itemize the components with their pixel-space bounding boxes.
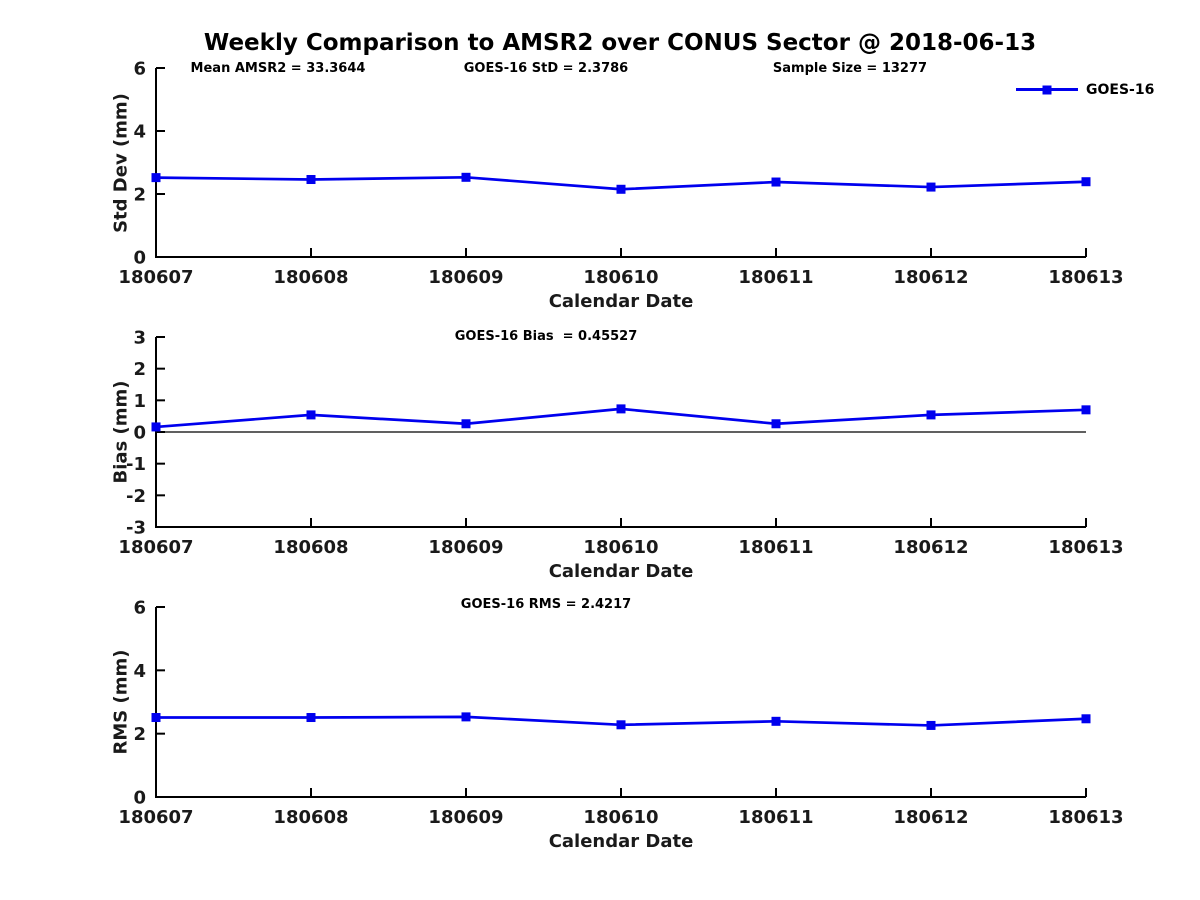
data-point-marker xyxy=(151,713,161,723)
y-tick-label: 4 xyxy=(133,661,146,682)
legend: GOES-16 xyxy=(1016,81,1155,98)
data-point-marker xyxy=(771,716,781,726)
x-axis-label: Calendar Date xyxy=(548,831,694,852)
y-tick-label: 1 xyxy=(133,391,146,412)
y-tick-label: 6 xyxy=(133,59,146,80)
data-point-marker xyxy=(306,410,316,420)
x-tick-label: 180607 xyxy=(118,807,193,828)
annotation-sample-size: Sample Size = 13277 xyxy=(772,61,928,76)
x-tick-label: 180607 xyxy=(118,537,193,558)
data-point-marker xyxy=(151,422,161,432)
x-tick-label: 180612 xyxy=(893,807,968,828)
x-tick-label: 180609 xyxy=(428,807,503,828)
data-point-marker xyxy=(461,172,471,182)
legend-line-sample xyxy=(1016,85,1078,94)
x-tick-label: 180613 xyxy=(1048,537,1123,558)
annotation-goes16-bias: GOES-16 Bias = 0.45527 xyxy=(454,329,638,344)
x-tick-label: 180610 xyxy=(583,807,658,828)
x-tick-label: 180609 xyxy=(428,537,503,558)
x-tick-label: 180611 xyxy=(738,807,813,828)
x-tick-label: 180613 xyxy=(1048,267,1123,288)
y-tick-label: -1 xyxy=(126,454,146,475)
x-tick-label: 180612 xyxy=(893,537,968,558)
x-tick-label: 180611 xyxy=(738,537,813,558)
y-tick-label: 2 xyxy=(133,724,146,745)
data-point-marker xyxy=(926,182,936,192)
data-point-marker xyxy=(461,712,471,722)
y-axis-label: Bias (mm) xyxy=(110,380,132,484)
x-tick-label: 180608 xyxy=(273,807,348,828)
page-title: Weekly Comparison to AMSR2 over CONUS Se… xyxy=(203,30,1037,56)
x-tick-label: 180610 xyxy=(583,537,658,558)
data-point-marker xyxy=(1081,405,1091,415)
annotation-mean-amsr2: Mean AMSR2 = 33.3644 xyxy=(190,61,366,76)
y-tick-label: 3 xyxy=(133,328,146,349)
y-tick-label: 2 xyxy=(133,359,146,380)
data-point-marker xyxy=(616,720,626,730)
x-tick-label: 180609 xyxy=(428,267,503,288)
data-point-marker xyxy=(926,410,936,420)
x-axis-label: Calendar Date xyxy=(548,291,694,312)
y-tick-label: 0 xyxy=(133,423,146,444)
y-tick-label: 2 xyxy=(133,185,146,206)
data-point-marker xyxy=(461,419,471,429)
data-point-marker xyxy=(771,177,781,187)
y-tick-label: 4 xyxy=(133,122,146,143)
x-tick-label: 180613 xyxy=(1048,807,1123,828)
data-point-marker xyxy=(151,173,161,183)
legend-label: GOES-16 xyxy=(1086,81,1155,98)
data-point-marker xyxy=(1081,177,1091,187)
x-tick-label: 180608 xyxy=(273,267,348,288)
x-tick-label: 180607 xyxy=(118,267,193,288)
y-tick-label: 0 xyxy=(133,248,146,269)
y-tick-label: 0 xyxy=(133,788,146,809)
data-point-marker xyxy=(616,184,626,194)
x-tick-label: 180608 xyxy=(273,537,348,558)
data-point-marker xyxy=(771,419,781,429)
annotation-goes16-std: GOES-16 StD = 2.3786 xyxy=(463,61,629,76)
y-tick-label: -2 xyxy=(126,486,146,507)
y-tick-label: -3 xyxy=(126,518,146,539)
annotation-goes16-rms: GOES-16 RMS = 2.4217 xyxy=(460,597,632,612)
data-point-marker xyxy=(616,404,626,414)
y-tick-label: 6 xyxy=(133,598,146,619)
x-tick-label: 180611 xyxy=(738,267,813,288)
x-axis-label: Calendar Date xyxy=(548,561,694,582)
y-axis-label: Std Dev (mm) xyxy=(110,92,132,233)
data-point-marker xyxy=(306,713,316,723)
data-point-marker xyxy=(1081,714,1091,724)
data-point-marker xyxy=(926,720,936,730)
legend-square-marker-icon xyxy=(1042,85,1052,94)
x-tick-label: 180610 xyxy=(583,267,658,288)
x-tick-label: 180612 xyxy=(893,267,968,288)
y-axis-label: RMS (mm) xyxy=(110,649,132,755)
data-point-marker xyxy=(306,175,316,185)
